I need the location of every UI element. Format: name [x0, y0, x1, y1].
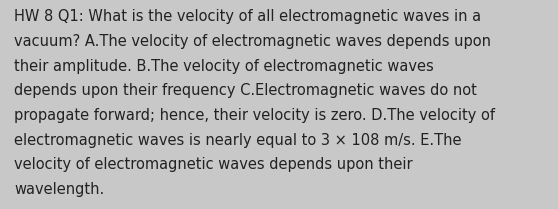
Text: wavelength.: wavelength. — [14, 182, 104, 197]
Text: their amplitude. B.The velocity of electromagnetic waves: their amplitude. B.The velocity of elect… — [14, 59, 434, 74]
Text: HW 8 Q1: What is the velocity of all electromagnetic waves in a: HW 8 Q1: What is the velocity of all ele… — [14, 9, 481, 24]
Text: electromagnetic waves is nearly equal to 3 × 108 m/s. E.The: electromagnetic waves is nearly equal to… — [14, 133, 461, 148]
Text: vacuum? A.The velocity of electromagnetic waves depends upon: vacuum? A.The velocity of electromagneti… — [14, 34, 491, 49]
Text: propagate forward; hence, their velocity is zero. D.The velocity of: propagate forward; hence, their velocity… — [14, 108, 495, 123]
Text: depends upon their frequency C.Electromagnetic waves do not: depends upon their frequency C.Electroma… — [14, 83, 477, 98]
Text: velocity of electromagnetic waves depends upon their: velocity of electromagnetic waves depend… — [14, 157, 412, 172]
